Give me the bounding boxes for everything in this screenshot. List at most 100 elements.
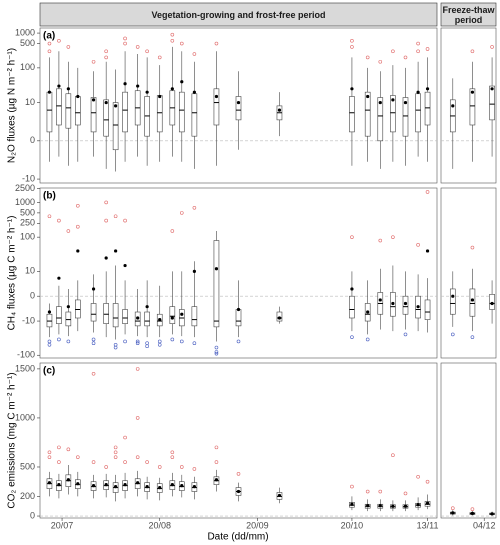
outlier [145, 49, 149, 54]
outlier [170, 39, 175, 43]
mean [236, 307, 241, 312]
mean [76, 482, 80, 486]
y-tick-label: 100 [20, 62, 35, 72]
box [75, 96, 81, 126]
facet-label: Vegetation-growing and frost-free period [151, 9, 326, 20]
y-tick-label: 250 [20, 218, 35, 228]
box [402, 97, 409, 137]
mean [180, 312, 184, 316]
x-axis-title: Date (dd/mm) [207, 532, 268, 543]
mean [350, 287, 354, 291]
outlier [365, 55, 370, 60]
outlier [157, 339, 162, 344]
box [46, 91, 53, 133]
outlier [47, 339, 52, 344]
outlier [170, 32, 175, 37]
mean [425, 249, 430, 253]
box [191, 306, 198, 327]
outlier [47, 450, 52, 455]
box [390, 95, 396, 133]
mean [91, 98, 96, 102]
y-axis-title: N₂O fluxes (µg N m⁻² h⁻¹) [7, 48, 18, 163]
outlier [66, 229, 71, 233]
facet-strip [440, 2, 497, 27]
mean [192, 269, 196, 273]
outlier [192, 52, 197, 56]
outlier [214, 460, 219, 464]
outlier [403, 55, 408, 60]
box [424, 299, 431, 320]
box [156, 95, 163, 133]
mean [76, 94, 80, 99]
outlier [350, 39, 354, 43]
mean [490, 512, 494, 516]
outlier [91, 59, 96, 64]
panel-border [440, 187, 497, 359]
box [235, 96, 242, 121]
outlier [416, 474, 420, 479]
box [349, 96, 355, 133]
outlier [135, 45, 140, 49]
panel-tag: (c) [43, 366, 55, 377]
outlier [170, 450, 175, 455]
outlier [391, 453, 395, 458]
outlier [113, 214, 118, 219]
outlier [378, 238, 383, 243]
box [489, 85, 495, 121]
outlier [450, 332, 455, 337]
outlier [123, 36, 127, 41]
mean [158, 94, 162, 99]
outlier [66, 45, 71, 49]
mean [425, 501, 430, 505]
outlier [236, 472, 241, 476]
outlier [179, 211, 184, 215]
y-tick-label: 0 [30, 510, 35, 520]
outlier [57, 445, 61, 450]
outlier [57, 39, 61, 43]
mean [403, 100, 408, 105]
box [122, 91, 128, 133]
outlier [135, 341, 140, 346]
outlier [425, 190, 430, 194]
outlier [192, 341, 197, 346]
mean [350, 502, 354, 506]
outlier [403, 491, 408, 496]
box [112, 303, 119, 328]
outlier [57, 218, 61, 223]
outlier [350, 235, 354, 239]
outlier [350, 484, 354, 489]
box [402, 295, 409, 315]
mean [425, 87, 430, 91]
mean [403, 301, 408, 306]
outlier [192, 206, 197, 210]
mean [180, 80, 184, 84]
mean [192, 90, 196, 94]
box [169, 306, 176, 324]
mean [91, 484, 96, 488]
mean [57, 84, 61, 88]
outlier [113, 450, 118, 455]
outlier [378, 59, 383, 64]
y-tick-label: -100 [17, 350, 35, 360]
outlier [123, 435, 127, 440]
mean [378, 504, 382, 508]
panel-border [39, 362, 438, 519]
mean [114, 249, 118, 253]
outlier [76, 203, 80, 208]
outlier [490, 45, 494, 49]
outlier [47, 455, 52, 459]
mean [158, 318, 162, 322]
outlier [76, 224, 80, 229]
outlier [416, 41, 420, 46]
outlier [47, 49, 52, 54]
y-axis-title: CH₄ fluxes (µg C m⁻² h⁻¹) [7, 216, 18, 331]
outlier [470, 49, 475, 54]
outlier [236, 339, 241, 344]
mean [277, 316, 282, 320]
mean [170, 316, 174, 320]
outlier [391, 235, 395, 239]
mean [192, 485, 196, 489]
mean [47, 90, 52, 94]
outlier [123, 218, 127, 223]
box [122, 309, 128, 324]
